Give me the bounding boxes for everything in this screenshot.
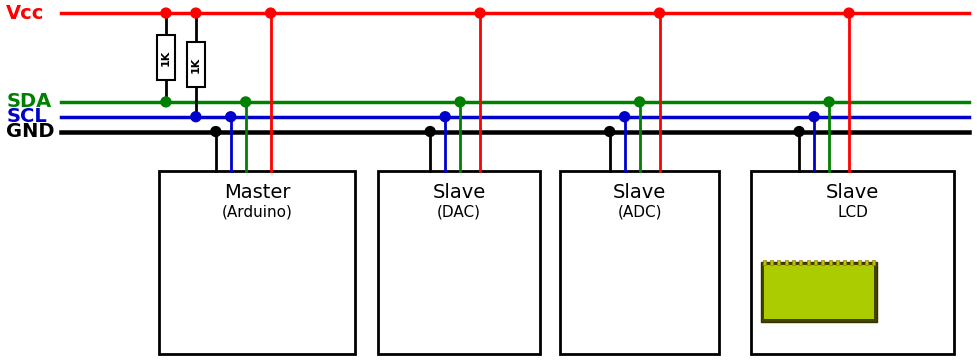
Bar [760, 262, 876, 322]
Bar [769, 260, 772, 265]
Circle shape [619, 112, 629, 122]
Circle shape [793, 127, 803, 136]
Bar [763, 265, 873, 319]
Circle shape [808, 112, 818, 122]
Bar [762, 260, 765, 265]
Bar [784, 260, 786, 265]
Bar [777, 260, 780, 265]
Circle shape [843, 8, 853, 18]
Text: 1K: 1K [161, 49, 171, 66]
Circle shape [191, 112, 200, 122]
Circle shape [634, 97, 644, 107]
Circle shape [226, 112, 235, 122]
Bar [865, 260, 868, 265]
Circle shape [425, 127, 435, 136]
Text: Master: Master [224, 183, 290, 202]
Circle shape [266, 8, 276, 18]
Bar [828, 260, 830, 265]
Bar [857, 260, 860, 265]
Text: SDA: SDA [7, 93, 52, 111]
Bar [871, 260, 874, 265]
Bar [842, 260, 845, 265]
Circle shape [191, 8, 200, 18]
Circle shape [161, 97, 171, 107]
Bar [187, 42, 204, 87]
Text: Slave: Slave [432, 183, 486, 202]
Text: 1K: 1K [191, 56, 200, 72]
Bar [813, 260, 816, 265]
Circle shape [475, 8, 485, 18]
Bar [750, 171, 953, 354]
Text: (ADC): (ADC) [616, 205, 661, 220]
Circle shape [440, 112, 449, 122]
Bar [806, 260, 809, 265]
Bar [378, 171, 539, 354]
Circle shape [240, 97, 250, 107]
Text: Vcc: Vcc [7, 4, 45, 23]
Text: (DAC): (DAC) [437, 205, 481, 220]
Circle shape [211, 127, 221, 136]
Bar [835, 260, 838, 265]
Text: LCD: LCD [836, 205, 867, 220]
Circle shape [654, 8, 663, 18]
Bar [798, 260, 801, 265]
Circle shape [161, 8, 171, 18]
Circle shape [824, 97, 833, 107]
Circle shape [454, 97, 465, 107]
Bar [159, 171, 355, 354]
Bar [559, 171, 719, 354]
Text: Slave: Slave [825, 183, 878, 202]
Bar [156, 35, 175, 80]
Bar [791, 260, 794, 265]
Bar [821, 260, 824, 265]
Text: Slave: Slave [613, 183, 665, 202]
Text: (Arduino): (Arduino) [222, 205, 292, 220]
Text: GND: GND [7, 122, 55, 141]
Circle shape [604, 127, 614, 136]
Text: SCL: SCL [7, 107, 47, 126]
Bar [850, 260, 853, 265]
